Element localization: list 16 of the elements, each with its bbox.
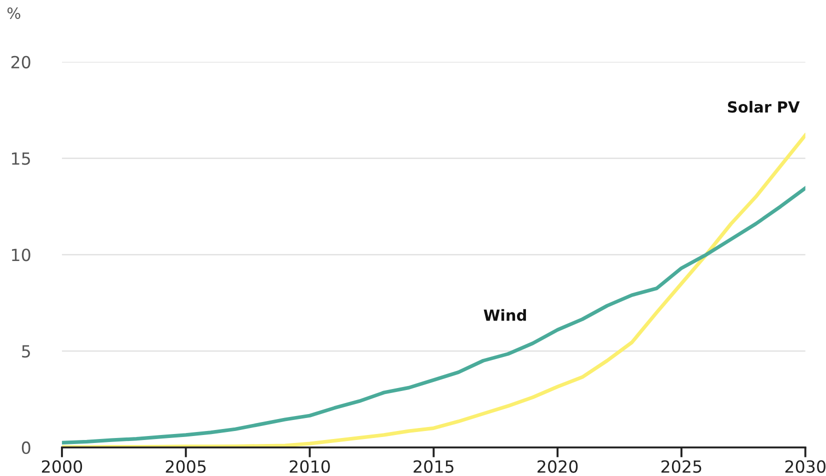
x-tick-label: 2005 [166,460,206,473]
line-series [62,186,806,444]
x-tick-label: 2015 [414,460,454,473]
x-tick-label: 2030 [785,460,826,473]
x-tick-label: 2020 [538,460,578,473]
x-tick-label: 2010 [290,460,330,473]
x-tick-label: 2025 [661,460,702,473]
y-tick-label: 10 [12,248,30,262]
y-tick-label: 15 [12,152,30,165]
x-tick-label: 2000 [42,460,82,473]
series-label: Wind [484,309,526,321]
y-axis-title: % [7,7,20,19]
y-tick-label: 0 [22,441,30,454]
y-tick-label: 20 [11,56,30,68]
y-tick-label: 5 [22,345,30,358]
series-label: Solar PV [728,100,800,113]
